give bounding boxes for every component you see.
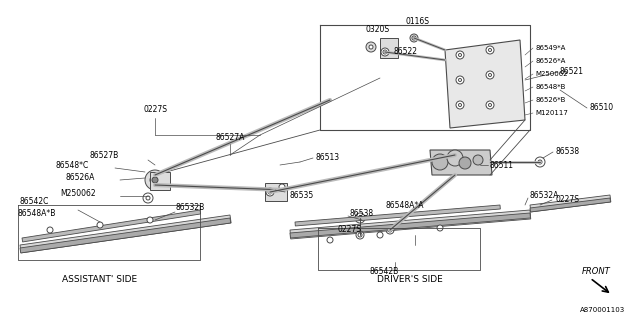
Text: 86522: 86522 — [393, 46, 417, 55]
Circle shape — [456, 51, 464, 59]
Text: 86532B: 86532B — [175, 204, 204, 212]
Circle shape — [412, 36, 416, 40]
Text: 86526A: 86526A — [65, 173, 94, 182]
Text: 86526*B: 86526*B — [535, 97, 565, 103]
Text: 86549*A: 86549*A — [535, 45, 565, 51]
Circle shape — [369, 45, 373, 49]
Circle shape — [268, 190, 272, 194]
Circle shape — [473, 155, 483, 165]
Text: 86548*B: 86548*B — [535, 84, 565, 90]
Circle shape — [152, 177, 158, 183]
Bar — [150, 172, 170, 190]
Polygon shape — [295, 205, 500, 226]
Text: 86542C: 86542C — [20, 197, 49, 206]
Polygon shape — [22, 210, 200, 242]
Text: 86511: 86511 — [490, 161, 514, 170]
Circle shape — [488, 103, 492, 107]
Text: 86535: 86535 — [290, 190, 314, 199]
Polygon shape — [530, 198, 611, 212]
Polygon shape — [290, 210, 531, 239]
Text: M250062: M250062 — [60, 188, 95, 197]
Text: 86526*A: 86526*A — [535, 58, 565, 64]
Circle shape — [358, 233, 362, 237]
Text: 0227S: 0227S — [338, 226, 362, 235]
Text: 86542B: 86542B — [370, 268, 399, 276]
Circle shape — [266, 188, 274, 196]
Text: 86527A: 86527A — [215, 133, 244, 142]
Bar — [265, 183, 287, 201]
Circle shape — [432, 154, 448, 170]
Text: A870001103: A870001103 — [580, 307, 625, 313]
Text: 0116S: 0116S — [406, 18, 430, 27]
Circle shape — [327, 237, 333, 243]
Text: 86548A*A: 86548A*A — [385, 201, 424, 210]
Circle shape — [437, 225, 443, 231]
Text: 86548*C: 86548*C — [55, 161, 88, 170]
Circle shape — [388, 228, 392, 232]
Polygon shape — [290, 213, 531, 238]
Bar — [380, 38, 398, 58]
Circle shape — [447, 150, 463, 166]
Text: M250062: M250062 — [535, 71, 568, 77]
Polygon shape — [430, 150, 492, 175]
Circle shape — [147, 217, 153, 223]
Circle shape — [456, 76, 464, 84]
Circle shape — [535, 157, 545, 167]
Text: 86510: 86510 — [590, 103, 614, 113]
Text: 0227S: 0227S — [143, 106, 167, 115]
Circle shape — [355, 213, 365, 223]
Circle shape — [488, 74, 492, 76]
Circle shape — [459, 157, 471, 169]
Circle shape — [377, 232, 383, 238]
Circle shape — [143, 193, 153, 203]
Circle shape — [381, 48, 389, 56]
Circle shape — [458, 53, 461, 57]
Text: 86538: 86538 — [555, 148, 579, 156]
Circle shape — [97, 222, 103, 228]
Circle shape — [458, 78, 461, 82]
Circle shape — [47, 227, 53, 233]
Circle shape — [150, 175, 160, 185]
Text: 86532A: 86532A — [530, 190, 559, 199]
Text: 86538: 86538 — [350, 209, 374, 218]
Circle shape — [366, 42, 376, 52]
Circle shape — [486, 71, 494, 79]
Circle shape — [486, 46, 494, 54]
Circle shape — [488, 49, 492, 52]
Text: 86527B: 86527B — [90, 150, 119, 159]
Circle shape — [146, 196, 150, 200]
Text: ASSISTANT' SIDE: ASSISTANT' SIDE — [63, 276, 138, 284]
Circle shape — [410, 34, 418, 42]
Text: 86548A*B: 86548A*B — [18, 209, 56, 218]
Text: M120117: M120117 — [535, 110, 568, 116]
Circle shape — [383, 50, 387, 54]
Circle shape — [356, 231, 364, 239]
Polygon shape — [445, 40, 525, 128]
Text: 0227S: 0227S — [555, 196, 579, 204]
Text: DRIVER'S SIDE: DRIVER'S SIDE — [377, 276, 443, 284]
Circle shape — [458, 103, 461, 107]
Polygon shape — [20, 215, 231, 253]
Text: FRONT: FRONT — [582, 268, 611, 276]
Polygon shape — [530, 195, 611, 212]
Circle shape — [456, 101, 464, 109]
Circle shape — [279, 184, 285, 190]
Circle shape — [486, 101, 494, 109]
Text: 0320S: 0320S — [366, 26, 390, 35]
Circle shape — [386, 226, 394, 234]
Text: 86513: 86513 — [315, 154, 339, 163]
Text: 86521: 86521 — [560, 68, 584, 76]
Circle shape — [358, 216, 362, 220]
Circle shape — [145, 170, 165, 190]
Polygon shape — [20, 218, 230, 253]
Circle shape — [538, 160, 542, 164]
